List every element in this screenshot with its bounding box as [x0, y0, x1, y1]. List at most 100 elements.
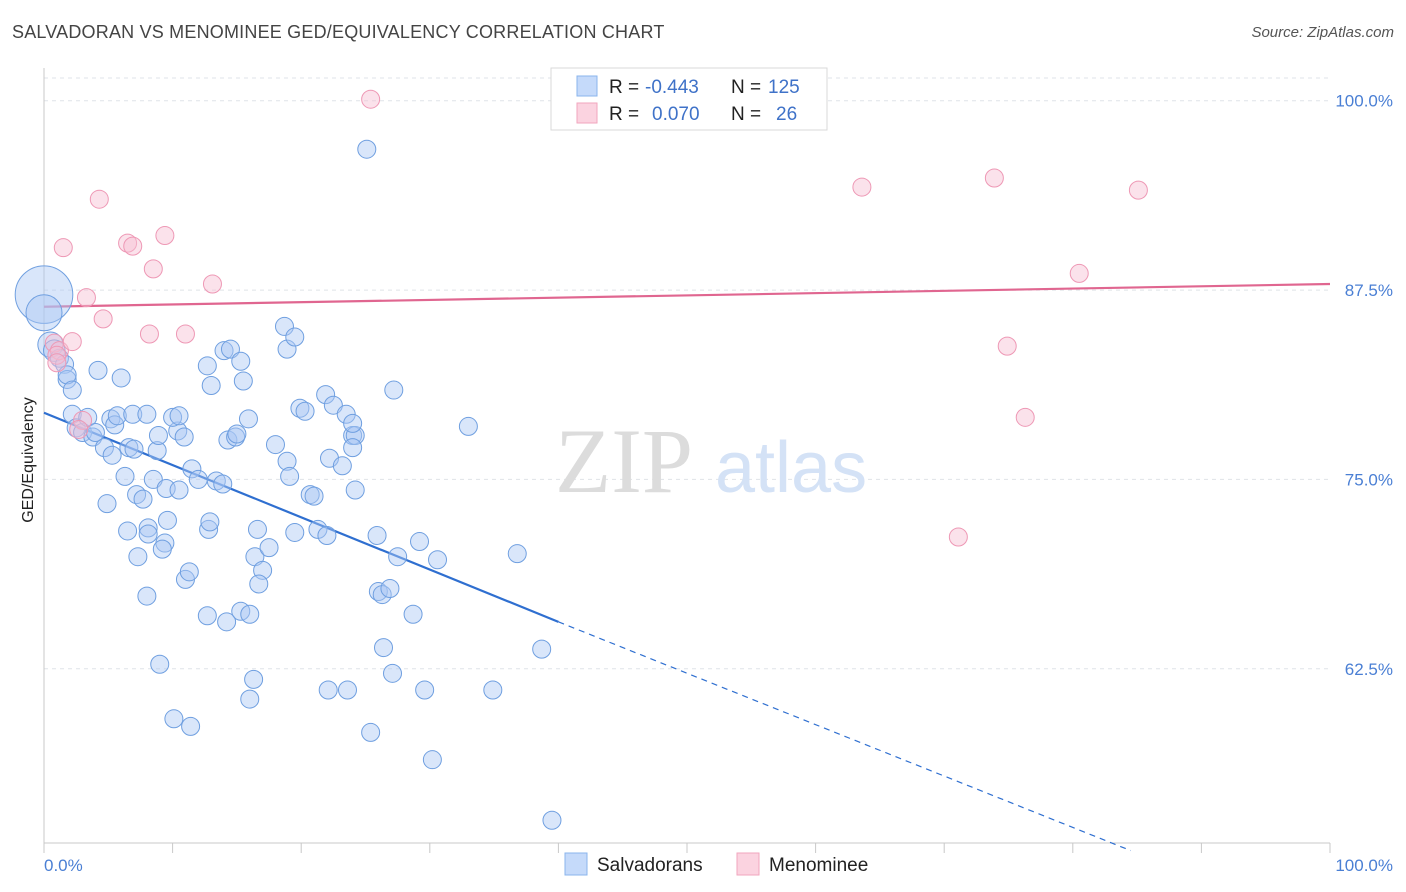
salvadoran-point [428, 550, 448, 570]
salvadoran-point [274, 316, 294, 336]
watermark: ZIP atlas [555, 410, 867, 512]
watermark-atlas: atlas [715, 428, 867, 508]
y-axis-label: GED/Equivalency [20, 397, 37, 522]
salvadoran-point [57, 369, 77, 389]
salvadoran-point [163, 407, 183, 427]
salvadoran-point [337, 680, 357, 700]
salvadoran-point [62, 380, 82, 400]
salvadoran-point [57, 365, 77, 385]
menominee-point [53, 238, 73, 258]
chart-title: SALVADORAN VS MENOMINEE GED/EQUIVALENCY … [12, 22, 665, 42]
salvadoran-point [148, 426, 168, 446]
axes [43, 68, 1331, 853]
salvadoran-point [415, 680, 435, 700]
bottom-legend-salvadorans: Salvadorans [597, 855, 703, 876]
legend-r-value-1: -0.443 [645, 77, 699, 98]
salvadoran-point [323, 395, 343, 415]
salvadoran-point [197, 356, 217, 376]
salvadoran-point [357, 139, 377, 159]
salvadoran-point [137, 404, 157, 424]
salvadoran-point [214, 341, 234, 361]
salvadoran-point [124, 439, 144, 459]
salvadoran-point [280, 466, 300, 486]
menominee-point [118, 233, 138, 253]
salvadoran-point [380, 579, 400, 599]
salvadoran-point [542, 810, 562, 830]
salvadoran-point [265, 435, 285, 455]
source-label: Source: ZipAtlas.com [1251, 24, 1394, 41]
salvadoran-point [285, 522, 305, 542]
x-tick-labels: 0.0% 100.0% [44, 856, 1393, 875]
salvadoran-point [217, 612, 237, 632]
salvadoran-point [123, 404, 143, 424]
salvadoran-point [107, 406, 127, 426]
menominee-point [93, 309, 113, 329]
salvadoran-point [133, 489, 153, 509]
salvadoran-point [332, 456, 352, 476]
menominee-trend-line [43, 282, 1331, 308]
salvadoran-point [181, 716, 201, 736]
salvadoran-point [137, 586, 157, 606]
y-tick-label: 87.5% [1345, 281, 1393, 300]
menominee-point [69, 419, 89, 439]
salvadoran-point [318, 680, 338, 700]
salvadoran-point [220, 339, 240, 359]
legend-swatch-menominee [576, 102, 598, 124]
salvadoran-point [179, 562, 199, 582]
salvadoran-point [157, 510, 177, 530]
bottom-legend: Salvadorans Menominee [564, 852, 868, 876]
legend-r-label-1: R = [609, 77, 639, 98]
legend-r-label-2: R = [609, 104, 639, 125]
salvadoran-point [458, 416, 478, 436]
salvadoran-point [143, 469, 163, 489]
legend-swatch-salvadorans [576, 75, 598, 97]
salvadoran-point [295, 401, 315, 421]
menominee-point [852, 177, 872, 197]
salvadoran-point [410, 532, 430, 552]
salvadoran-point [483, 680, 503, 700]
salvadoran-point [244, 669, 264, 689]
salvadoran-point [152, 539, 172, 559]
salvadoran-point [247, 519, 267, 539]
salvadoran-point [111, 368, 131, 388]
salvadoran-point [316, 385, 336, 405]
menominee-point [89, 189, 109, 209]
salvadoran-point [304, 486, 324, 506]
salvadoran-point [343, 413, 363, 433]
salvadoran-point [384, 380, 404, 400]
salvadoran-point [532, 639, 552, 659]
menominee-point [361, 89, 381, 109]
salvadoran-point [285, 327, 305, 347]
x-tick-label: 100.0% [1335, 856, 1393, 875]
salvadoran-point [374, 638, 394, 658]
menominee-point [143, 259, 163, 279]
salvadoran-point [200, 512, 220, 532]
salvadoran-point [199, 519, 219, 539]
salvadoran-point [115, 466, 135, 486]
menominee-point [997, 336, 1017, 356]
salvadoran-point [249, 574, 269, 594]
menominee-point [139, 324, 159, 344]
salvadoran-point [277, 451, 297, 471]
bottom-legend-swatch-menominee [736, 852, 760, 876]
legend-box: R = -0.443 N = 125 R = 0.070 N = 26 [550, 67, 828, 131]
salvadoran-point [277, 339, 297, 359]
salvadoran-point [150, 654, 170, 674]
salvadoran-point [367, 525, 387, 545]
salvadoran-point [345, 480, 365, 500]
salvadoran-point [97, 494, 117, 514]
salvadoran-point [361, 722, 381, 742]
salvadoran-point [259, 538, 279, 558]
salvadoran-point [138, 518, 158, 538]
salvadoran-point [372, 585, 392, 605]
salvadoran-point [368, 582, 388, 602]
salvadoran-trend-line [43, 411, 559, 623]
menominee-point [47, 345, 67, 365]
salvadoran-point [188, 469, 208, 489]
menominee-point [1069, 263, 1089, 283]
data-points [14, 89, 1148, 830]
watermark-zip: ZIP [555, 410, 693, 512]
salvadoran-point [231, 351, 251, 371]
salvadoran-point [388, 547, 408, 567]
